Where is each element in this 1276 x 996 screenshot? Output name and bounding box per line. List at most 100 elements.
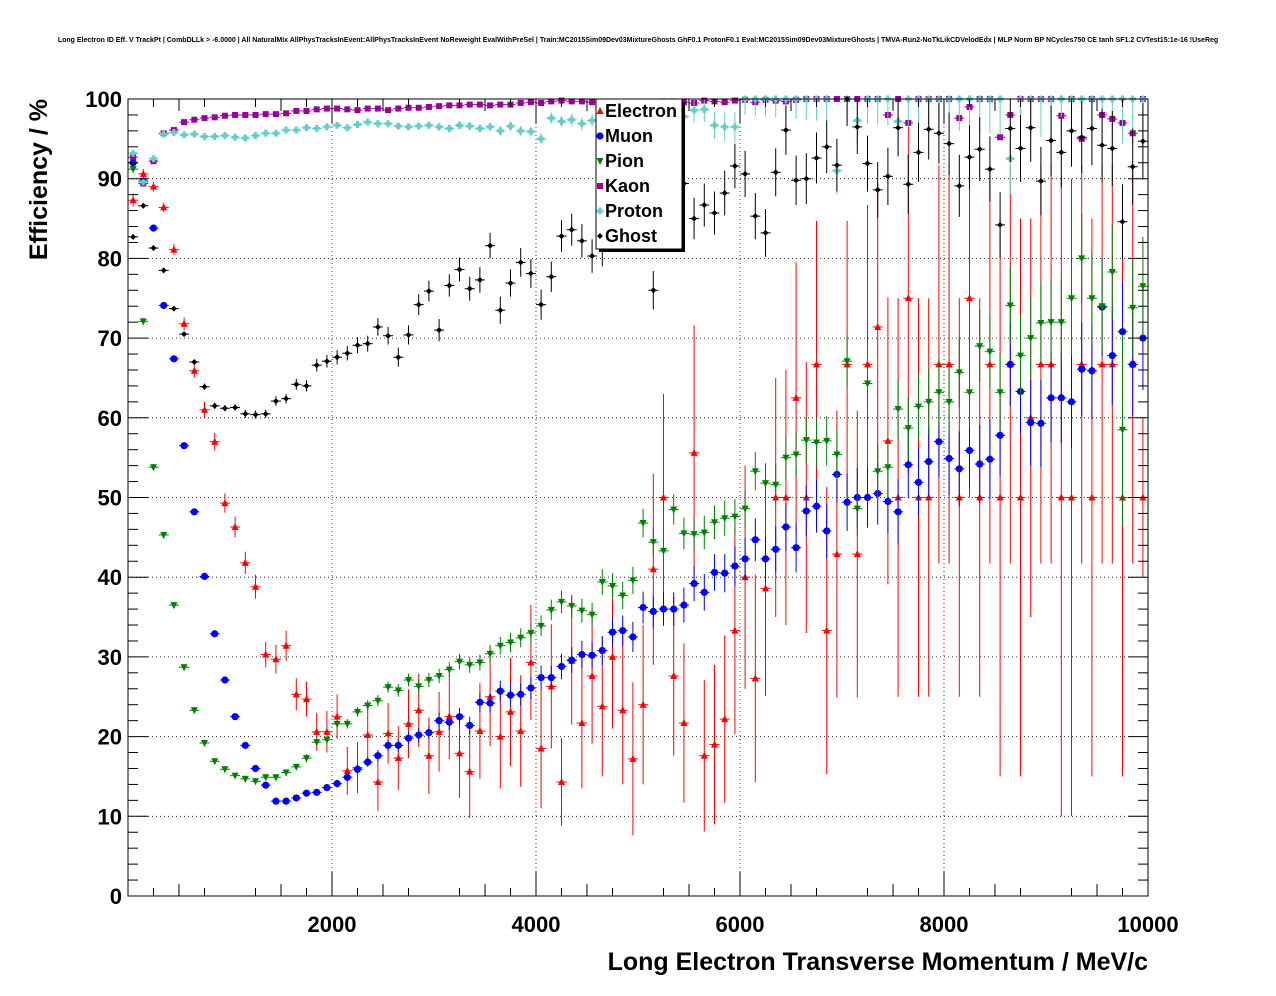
kaon-point bbox=[181, 119, 188, 126]
pion-point bbox=[1098, 303, 1106, 311]
muon-legend-label: Muon bbox=[605, 126, 653, 146]
pion-point bbox=[598, 578, 606, 586]
ghost-point bbox=[140, 202, 147, 209]
pion-point bbox=[1129, 304, 1137, 312]
muon-point bbox=[1088, 367, 1096, 375]
ghost-point bbox=[803, 175, 810, 182]
electron-point bbox=[323, 727, 331, 735]
proton-point bbox=[343, 124, 351, 132]
pion-point bbox=[762, 480, 769, 488]
pion-series bbox=[128, 165, 1148, 786]
muon-point bbox=[1047, 394, 1055, 402]
kaon-point bbox=[364, 105, 371, 112]
ghost-point bbox=[466, 285, 473, 292]
ghost-point bbox=[864, 160, 871, 167]
muon-point bbox=[374, 752, 382, 760]
ghost-point bbox=[1027, 124, 1034, 131]
proton-point bbox=[415, 122, 423, 130]
electron-point bbox=[425, 751, 433, 759]
ghost-point bbox=[976, 146, 983, 153]
ghost-point bbox=[313, 362, 320, 369]
electron-point bbox=[160, 203, 168, 211]
pion-point bbox=[772, 481, 780, 489]
pion-point bbox=[1078, 255, 1086, 263]
x-tick-label: 4000 bbox=[512, 912, 561, 937]
muon-point bbox=[364, 758, 372, 766]
proton-point bbox=[160, 130, 168, 138]
proton-legend-marker bbox=[596, 207, 604, 215]
y-tick-label: 20 bbox=[98, 725, 122, 750]
pion-point bbox=[1119, 426, 1126, 434]
electron-point bbox=[792, 393, 800, 401]
proton-point bbox=[721, 123, 729, 131]
pion-point bbox=[874, 468, 882, 476]
legend-box bbox=[595, 98, 683, 250]
pion-point bbox=[639, 520, 647, 528]
pion-point bbox=[853, 505, 861, 513]
electron-point bbox=[405, 719, 412, 727]
ghost-point bbox=[232, 404, 239, 411]
electron-point bbox=[1057, 493, 1065, 501]
ghost-point bbox=[385, 332, 392, 339]
ghost-point bbox=[436, 327, 443, 334]
kaon-point bbox=[344, 106, 351, 113]
ghost-point bbox=[905, 181, 912, 188]
pion-point bbox=[405, 677, 412, 685]
proton-point bbox=[425, 121, 433, 129]
pion-point bbox=[343, 720, 351, 728]
electron-point bbox=[813, 360, 820, 368]
muon-point bbox=[292, 794, 300, 802]
ghost-point bbox=[721, 190, 728, 197]
electron-point bbox=[639, 700, 647, 708]
pion-point bbox=[170, 602, 178, 610]
ghost-point bbox=[1099, 142, 1106, 149]
electron-point bbox=[374, 778, 382, 786]
pion-point bbox=[700, 529, 708, 537]
ghost-point bbox=[956, 182, 963, 189]
muon-point bbox=[435, 717, 443, 725]
electron-point bbox=[333, 712, 341, 720]
ghost-point bbox=[691, 215, 698, 222]
pion-point bbox=[955, 369, 963, 377]
electron-point bbox=[629, 754, 637, 762]
muon-point bbox=[200, 572, 209, 581]
pion-point bbox=[833, 451, 841, 459]
muon-point bbox=[782, 523, 790, 531]
proton-point bbox=[507, 122, 514, 130]
electron-point bbox=[170, 245, 178, 253]
proton-point bbox=[262, 129, 270, 137]
electron-point bbox=[670, 672, 678, 680]
pion-point bbox=[751, 468, 759, 476]
kaon-point bbox=[415, 104, 422, 111]
pion-point bbox=[517, 634, 525, 642]
pion-point bbox=[915, 403, 922, 411]
muon-point bbox=[1006, 360, 1014, 369]
y-tick-label: 0 bbox=[110, 884, 122, 909]
muon-point bbox=[313, 788, 321, 796]
proton-point bbox=[303, 124, 310, 132]
electron-point bbox=[711, 740, 718, 748]
ghost-point bbox=[303, 382, 310, 389]
proton-point bbox=[313, 124, 321, 132]
electron-point bbox=[700, 751, 708, 759]
muon-point bbox=[231, 713, 239, 721]
electron-point bbox=[272, 655, 280, 663]
muon-point bbox=[955, 465, 963, 473]
pion-point bbox=[425, 677, 433, 685]
muon-point bbox=[843, 498, 851, 506]
ghost-point bbox=[650, 287, 657, 294]
ghost-point bbox=[558, 233, 565, 240]
electron-point bbox=[751, 674, 759, 682]
pion-point bbox=[466, 661, 474, 669]
proton-point bbox=[690, 106, 698, 114]
electron-point bbox=[384, 729, 392, 737]
pion-point bbox=[323, 736, 331, 744]
muon-point bbox=[578, 650, 586, 659]
electron-point bbox=[252, 582, 259, 590]
kaon-point bbox=[436, 103, 443, 110]
muon-point bbox=[496, 687, 504, 695]
proton-point bbox=[190, 130, 198, 138]
electron-point bbox=[262, 650, 270, 658]
pion-point bbox=[282, 769, 290, 777]
